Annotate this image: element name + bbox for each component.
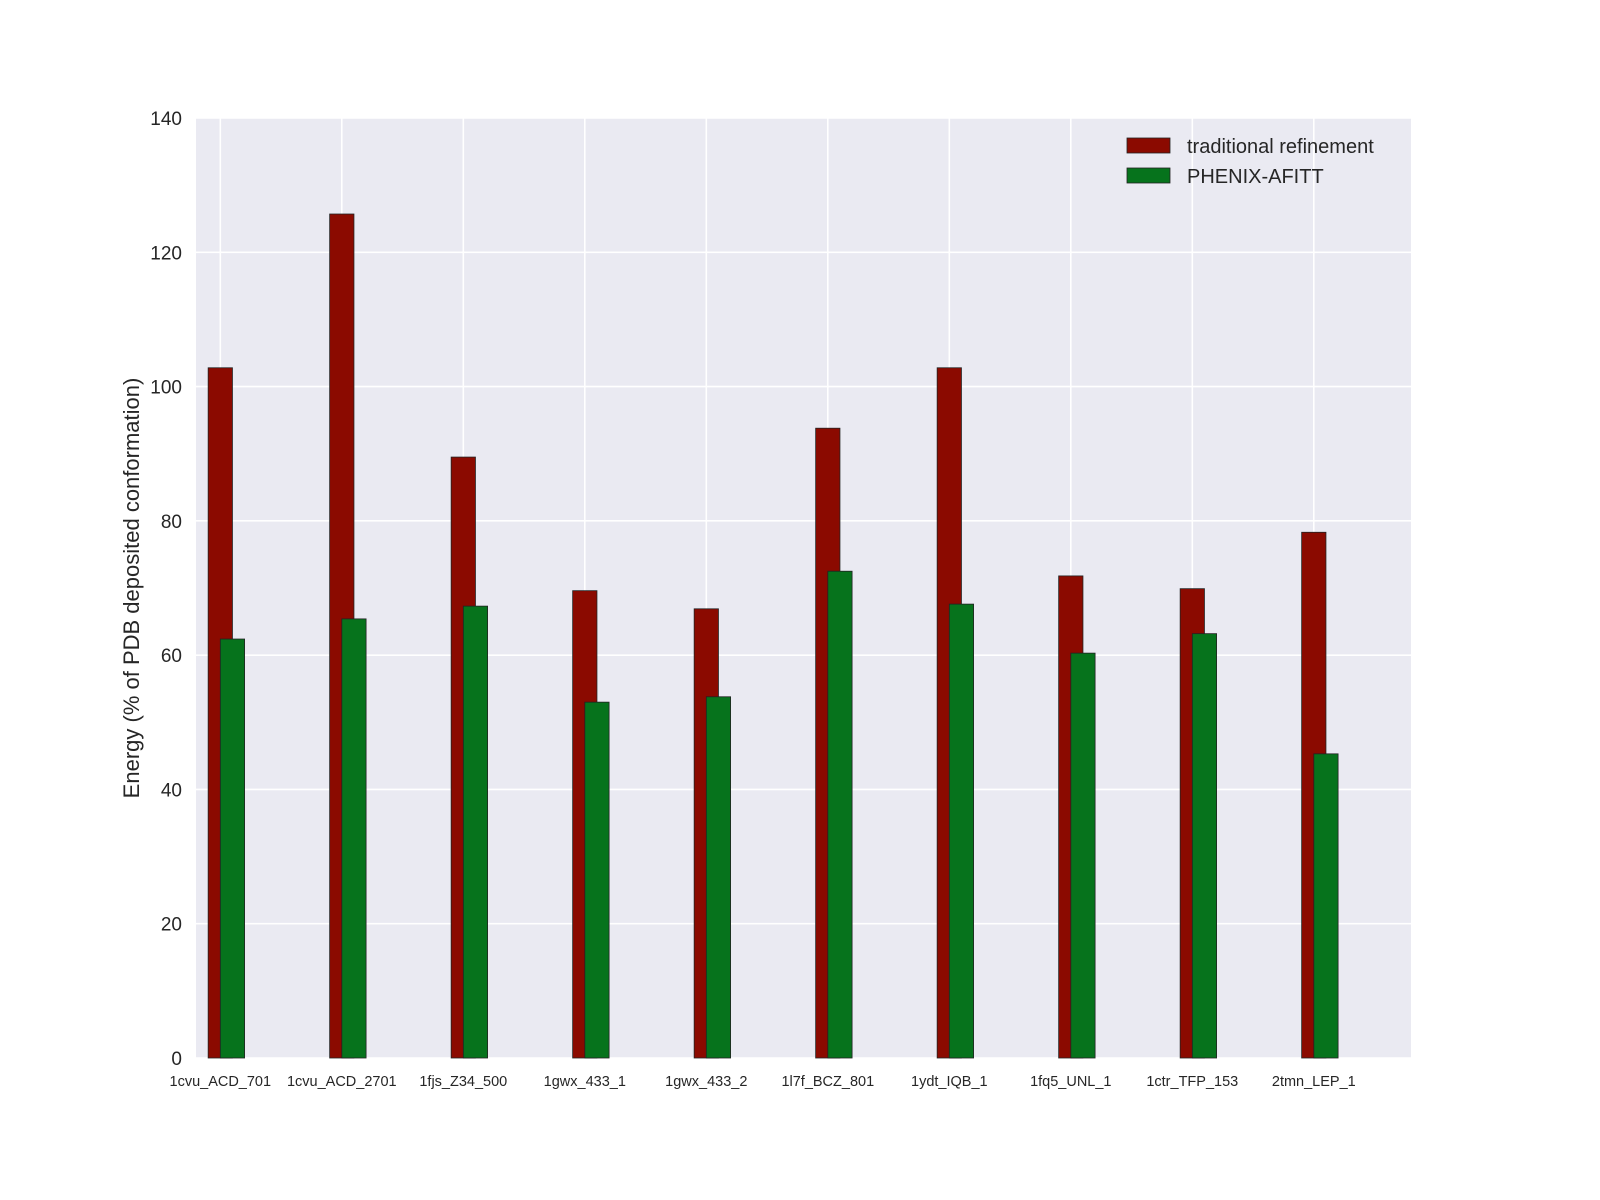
x-tick-label: 1fq5_UNL_1 bbox=[1030, 1074, 1111, 1090]
bar-phenix-5 bbox=[827, 570, 853, 1059]
legend-label: traditional refinement bbox=[1187, 136, 1374, 158]
bar-phenix-1 bbox=[341, 618, 367, 1059]
x-tick-label: 1cvu_ACD_701 bbox=[170, 1074, 272, 1090]
plot-background bbox=[196, 118, 1411, 1058]
x-tick-label: 1fjs_Z34_500 bbox=[419, 1074, 507, 1090]
bars bbox=[207, 213, 1339, 1059]
bar-phenix-6 bbox=[948, 603, 974, 1059]
x-axis-ticks: 1cvu_ACD_701 1cvu_ACD_2701 1fjs_Z34_500 1gw… bbox=[170, 1074, 1356, 1090]
bar-phenix-3 bbox=[584, 701, 610, 1059]
y-tick-label: 140 bbox=[150, 109, 182, 130]
x-tick-label: 1gwx_433_2 bbox=[665, 1074, 747, 1090]
x-tick-label: 1cvu_ACD_2701 bbox=[287, 1074, 397, 1090]
bar-phenix-2 bbox=[462, 605, 488, 1059]
legend: traditional refinement PHENIX-AFITT bbox=[1126, 136, 1374, 188]
legend-swatch bbox=[1126, 167, 1171, 184]
x-tick-label: 1ydt_IQB_1 bbox=[911, 1074, 988, 1090]
y-tick-label: 60 bbox=[161, 646, 182, 667]
y-tick-label: 0 bbox=[171, 1049, 182, 1070]
bar-phenix-0 bbox=[219, 638, 246, 1059]
bar-phenix-4 bbox=[705, 696, 731, 1059]
y-tick-label: 100 bbox=[150, 378, 182, 399]
y-axis-label: Energy (% of PDB deposited conformation) bbox=[119, 378, 144, 799]
legend-swatch bbox=[1126, 137, 1171, 154]
y-axis-ticks: 0 20 40 60 80 100 120 140 bbox=[150, 109, 182, 1070]
y-tick-label: 40 bbox=[161, 780, 182, 801]
x-tick-label: 1ctr_TFP_153 bbox=[1146, 1074, 1238, 1090]
x-tick-label: 2tmn_LEP_1 bbox=[1272, 1074, 1356, 1090]
bar-phenix-7 bbox=[1070, 652, 1096, 1059]
y-tick-label: 20 bbox=[161, 915, 182, 936]
x-tick-label: 1gwx_433_1 bbox=[544, 1074, 626, 1090]
bar-phenix-9 bbox=[1313, 753, 1339, 1059]
bar-phenix-8 bbox=[1191, 633, 1218, 1059]
y-tick-label: 120 bbox=[150, 243, 182, 264]
legend-label: PHENIX-AFITT bbox=[1187, 166, 1324, 188]
x-tick-label: 1l7f_BCZ_801 bbox=[781, 1074, 874, 1090]
y-tick-label: 80 bbox=[161, 512, 182, 533]
